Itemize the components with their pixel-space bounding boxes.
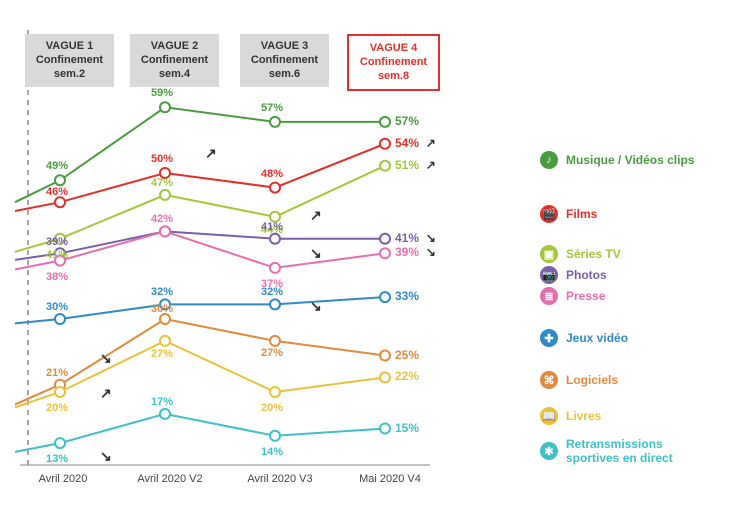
xaxis-label: Avril 2020 V2 [125, 473, 215, 485]
series-photos [15, 231, 385, 259]
data-point-label: 50% [151, 153, 173, 165]
data-point-label: 38% [46, 271, 68, 283]
end-label-photos: 41% ↘ [395, 231, 436, 245]
data-point-label: 21% [46, 367, 68, 379]
data-point-label: 32% [261, 286, 283, 298]
vague-header-1: VAGUE 1Confinementsem.2 [25, 34, 114, 87]
legend-musique: ♪Musique / Vidéos clips [540, 151, 694, 169]
vague-header-3: VAGUE 3Confinementsem.6 [240, 34, 329, 87]
data-point-label: 32% [151, 286, 173, 298]
series-livres [15, 341, 385, 407]
data-point-label: 49% [46, 160, 68, 172]
data-point-label: 20% [261, 402, 283, 414]
xaxis-label: Avril 2020 [18, 473, 108, 485]
trend-arrow: ↗ [205, 145, 217, 162]
data-point-label: 17% [151, 396, 173, 408]
series-jeux [15, 297, 385, 323]
xaxis-label: Mai 2020 V4 [345, 473, 435, 485]
data-point-label: 42% [151, 213, 173, 225]
legend-presse: ≣Presse [540, 287, 605, 305]
series-retrans [15, 414, 385, 452]
data-point-label: 46% [46, 186, 68, 198]
trend-arrow: ↗ [310, 207, 322, 224]
trend-arrow: ↘ [310, 298, 322, 315]
trend-arrow: ↘ [100, 448, 112, 465]
series-musique [15, 107, 385, 202]
end-label-films: 54% ↗ [395, 136, 436, 150]
data-point-label: 48% [261, 168, 283, 180]
data-point-label: 41% [46, 249, 68, 261]
end-label-presse: 39% ↘ [395, 245, 436, 259]
data-point-label: 20% [46, 402, 68, 414]
end-label-retrans: 15% [395, 421, 419, 435]
trend-arrow: ↗ [100, 385, 112, 402]
legend-livres: 📖Livres [540, 407, 601, 425]
data-point-label: 27% [261, 347, 283, 359]
trend-arrow: ↘ [100, 350, 112, 367]
end-label-musique: 57% [395, 114, 419, 128]
data-point-label: 13% [46, 453, 68, 465]
data-point-label: 47% [151, 177, 173, 189]
data-point-label: 14% [261, 446, 283, 458]
trend-arrow: ↘ [310, 245, 322, 262]
data-point-label: 39% [46, 236, 68, 248]
series-logiciels [15, 319, 385, 404]
data-point-label: 59% [151, 87, 173, 99]
end-label-livres: 22% [395, 369, 419, 383]
xaxis-label: Avril 2020 V3 [235, 473, 325, 485]
end-label-series: 51% ↗ [395, 158, 436, 172]
data-point-label: 41% [261, 221, 283, 233]
legend-jeux: ✚Jeux vidéo [540, 329, 628, 347]
vague-header-4: VAGUE 4Confinementsem.8 [347, 34, 440, 91]
data-point-label: 57% [261, 102, 283, 114]
legend-retrans: ✱Retransmissionssportives en direct [540, 437, 673, 465]
data-point-label: 27% [151, 348, 173, 360]
end-label-logiciels: 25% [395, 348, 419, 362]
end-label-jeux: 33% [395, 289, 419, 303]
legend-series: ▣Séries TV [540, 245, 621, 263]
vague-header-2: VAGUE 2Confinementsem.4 [130, 34, 219, 87]
data-point-label: 30% [46, 301, 68, 313]
data-point-label: 30% [151, 303, 173, 315]
legend-logiciels: ⌘Logiciels [540, 371, 618, 389]
legend-photos: 📷Photos [540, 266, 607, 284]
legend-films: 🎬Films [540, 205, 597, 223]
